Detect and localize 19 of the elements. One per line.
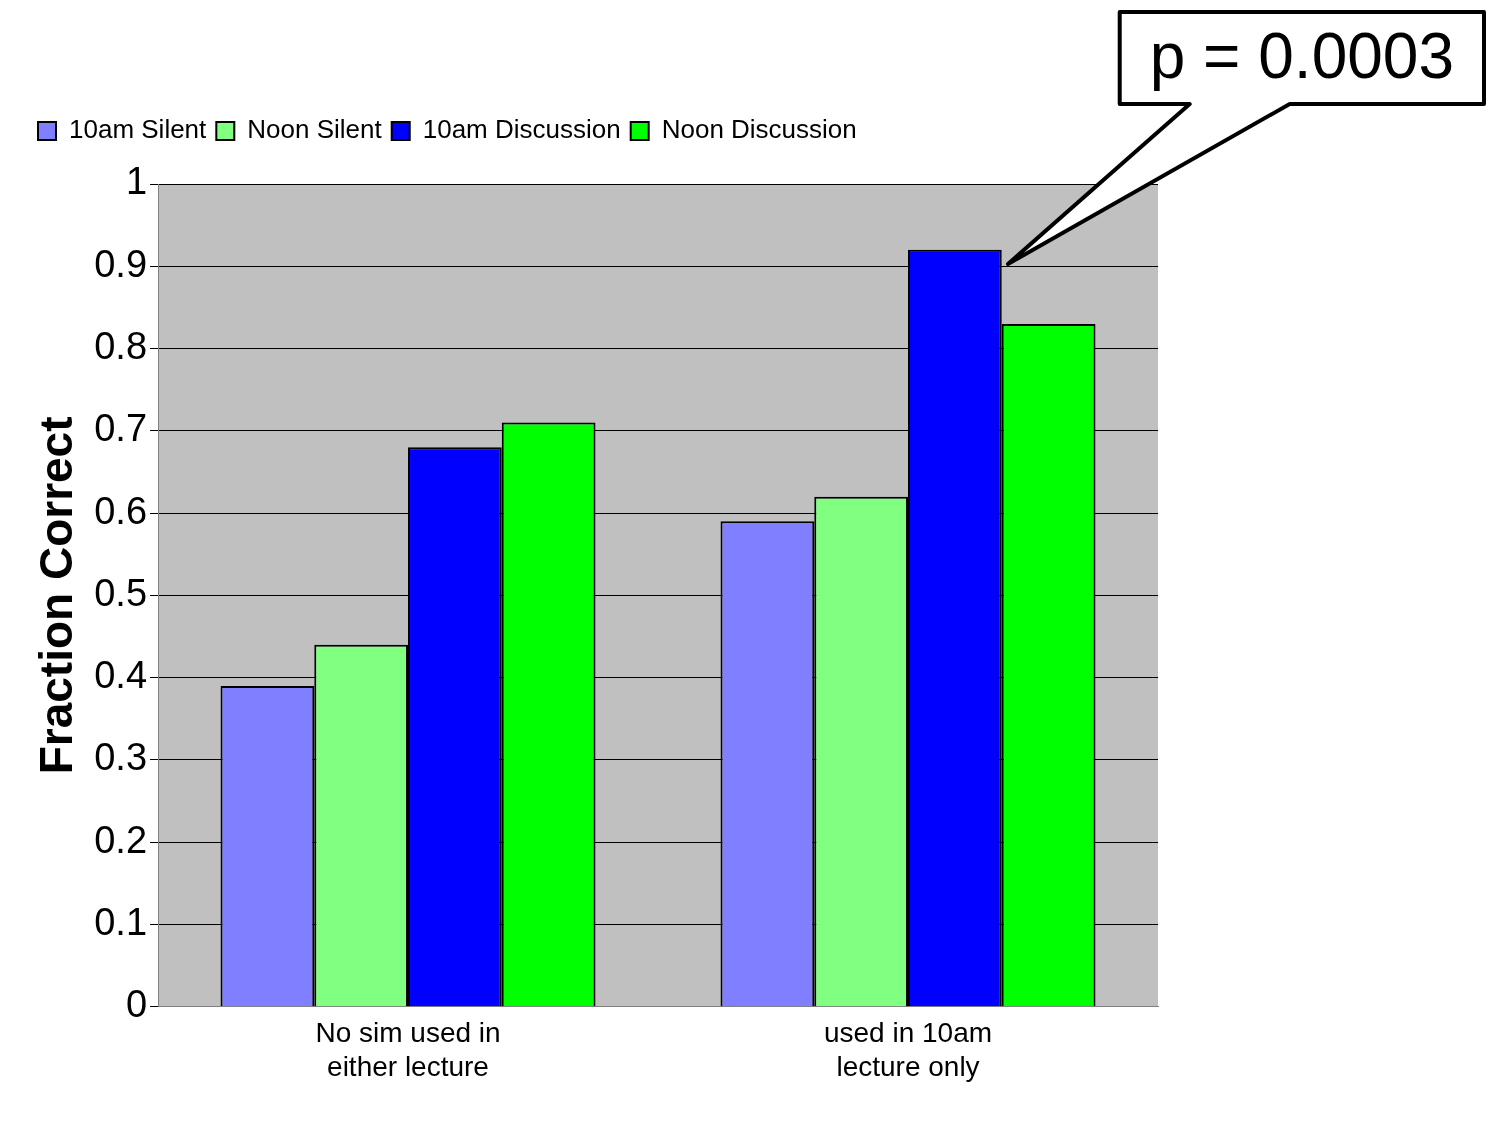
y-tick-label: 0.3 [94,736,148,779]
y-tick-label: 1 [125,160,148,203]
y-tick-label: 0 [125,983,148,1026]
y-tick-label: 0.1 [94,901,148,943]
y-tick-label: 0.9 [94,242,148,285]
legend-label: Noon Discussion [661,114,857,145]
y-tick-label: 0.2 [94,818,148,861]
y-tick-label: 0.5 [94,571,148,614]
x-tick-label: used in 10am lecture only [823,1017,993,1082]
legend-label: Noon Silent [247,114,383,145]
text: p = 0.0003 [1149,19,1454,92]
legend-label: 10am Discussion [422,114,621,145]
y-tick-label: 0.8 [94,325,148,368]
x-tick-label: No sim used in either lecture [315,1017,501,1082]
legend-label: 10am Silent [69,114,208,145]
y-tick-label: 0.4 [94,654,148,697]
y-tick-label: 0.7 [94,407,148,450]
y-tick-label: 0.6 [94,489,148,532]
y-axis-title: Fraction Correct [30,416,83,775]
